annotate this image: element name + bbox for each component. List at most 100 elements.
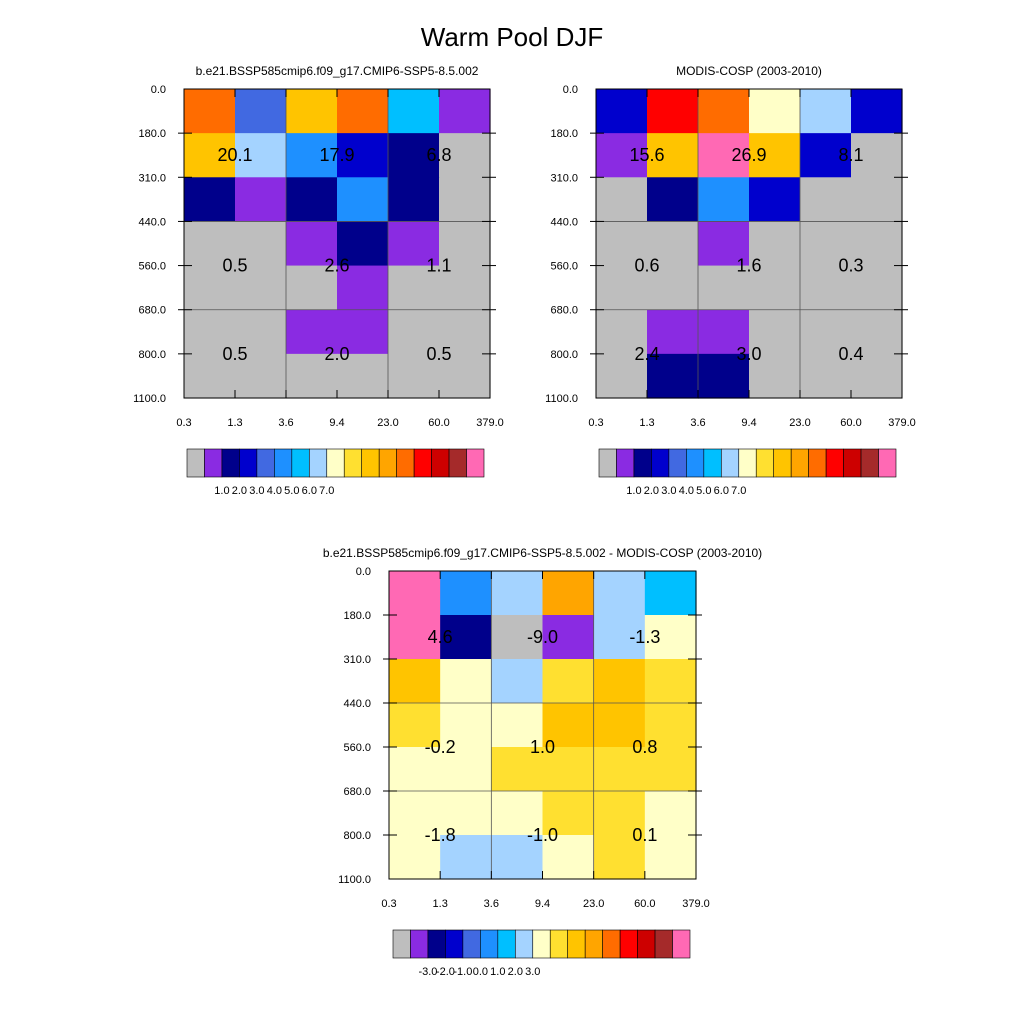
colorbar-swatch — [532, 929, 551, 959]
heatmap-cell — [749, 89, 801, 134]
cell-value-label: 3.0 — [736, 344, 761, 364]
heatmap-cell — [593, 571, 646, 616]
panel-2: MODIS-COSP (2003-2010) 0.0 180.0 310.0 440.0… — [545, 64, 916, 497]
cell-value-label: 8.1 — [838, 145, 863, 165]
heatmap-cell — [491, 835, 544, 880]
colorbar-label: 7.0 — [319, 485, 334, 497]
colorbar-swatch — [291, 448, 310, 478]
heatmap-cell — [698, 133, 750, 178]
heatmap-cell — [440, 791, 492, 836]
y-tick-label: 680.0 — [343, 786, 371, 798]
colorbar-swatch — [619, 929, 638, 959]
heatmap-cell — [593, 615, 646, 660]
cell-value-label: 0.3 — [838, 256, 863, 276]
colorbar-swatch — [720, 448, 740, 478]
colorbar-swatch — [466, 448, 485, 478]
heatmap-cell — [491, 791, 544, 836]
heatmap-cell — [389, 571, 441, 616]
panel-title: MODIS-COSP (2003-2010) — [676, 64, 822, 78]
heatmap-cell — [286, 177, 338, 223]
cell-value-label: -1.0 — [527, 825, 558, 845]
heatmap-cell — [184, 265, 236, 311]
heatmap-cell — [698, 353, 750, 399]
heatmap-cell — [440, 747, 492, 792]
heatmap-cell — [235, 265, 287, 311]
heatmap-cell — [388, 309, 440, 355]
colorbar-swatch — [651, 448, 670, 478]
colorbar-swatch — [186, 448, 205, 478]
colorbar-swatch — [668, 448, 687, 478]
x-tick-label: 23.0 — [789, 417, 810, 429]
colorbar-swatch — [825, 448, 844, 478]
colorbar-swatch — [427, 929, 446, 959]
x-tick-label: 9.4 — [535, 898, 550, 910]
heatmap-cell — [337, 309, 389, 355]
heatmap-cell — [749, 177, 801, 223]
colorbar-swatch — [598, 448, 617, 478]
cell-value-label: 0.8 — [632, 737, 657, 757]
colorbar-label: 5.0 — [696, 485, 711, 497]
heatmap-cell — [184, 353, 236, 399]
heatmap-cell — [235, 133, 287, 178]
cell-value-label: 0.6 — [634, 256, 659, 276]
heatmap-cell — [337, 221, 389, 267]
panel-title: b.e21.BSSP585cmip6.f09_g17.CMIP6-SSP5-8.… — [196, 64, 479, 78]
heatmap-cell — [851, 309, 903, 355]
heatmap-cell — [542, 659, 595, 704]
y-tick-label: 1100.0 — [133, 393, 166, 405]
heatmap-cell — [286, 133, 338, 178]
heatmap-cell — [184, 221, 236, 267]
cell-value-label: 1.1 — [426, 256, 451, 276]
cell-value-label: 4.6 — [428, 627, 453, 647]
heatmap-cell — [644, 659, 697, 704]
heatmap-cell — [235, 309, 287, 355]
y-tick-label: 1100.0 — [545, 393, 578, 405]
heatmap-cell — [593, 659, 646, 704]
colorbar-swatch — [808, 448, 827, 478]
heatmap-cell — [800, 89, 852, 134]
heatmap-cell — [439, 177, 491, 223]
colorbar-swatch — [413, 448, 432, 478]
heatmap-cell — [749, 265, 801, 311]
colorbar-label: 6.0 — [302, 485, 317, 497]
y-tick-label: 180.0 — [343, 610, 371, 622]
x-tick-label: 3.6 — [690, 417, 705, 429]
y-tick-label: 800.0 — [550, 349, 578, 361]
heatmap-cell — [388, 221, 440, 267]
x-tick-label: 9.4 — [329, 417, 344, 429]
colorbar-swatch — [239, 448, 258, 478]
heatmap-cell — [337, 353, 389, 399]
heatmap-cell — [440, 835, 492, 880]
colorbar-label: -1.0 — [453, 966, 472, 978]
colorbar-label: 7.0 — [731, 485, 746, 497]
y-tick-label: 440.0 — [550, 216, 578, 228]
heatmap-cell — [644, 747, 697, 792]
heatmap-cell — [491, 571, 544, 616]
x-tick-label: 379.0 — [476, 417, 504, 429]
panel-title: b.e21.BSSP585cmip6.f09_g17.CMIP6-SSP5-8.… — [323, 546, 762, 560]
cell-value-label: -0.2 — [425, 737, 456, 757]
heatmap-cell — [389, 659, 441, 704]
colorbar-swatch — [755, 448, 775, 478]
y-tick-label: 310.0 — [138, 172, 166, 184]
x-tick-label: 0.3 — [176, 417, 191, 429]
colorbar-label: 2.0 — [644, 485, 659, 497]
heatmap-cell — [388, 265, 440, 311]
heatmap-cell — [647, 89, 699, 134]
heatmap-cell — [644, 615, 697, 660]
heatmap-cell — [596, 221, 648, 267]
x-tick-label: 23.0 — [377, 417, 398, 429]
x-tick-label: 379.0 — [888, 417, 916, 429]
heatmap-cell — [388, 89, 440, 134]
heatmap-cell — [440, 659, 492, 704]
cell-value-label: 20.1 — [217, 145, 252, 165]
heatmap-cell — [749, 133, 801, 178]
colorbar-swatch — [274, 448, 293, 478]
cell-value-label: 26.9 — [731, 145, 766, 165]
heatmap-cell — [184, 133, 236, 178]
heatmap-cell — [647, 265, 699, 311]
colorbar-label: 2.0 — [232, 485, 247, 497]
colorbar-swatch — [410, 929, 429, 959]
cell-value-label: 15.6 — [629, 145, 664, 165]
